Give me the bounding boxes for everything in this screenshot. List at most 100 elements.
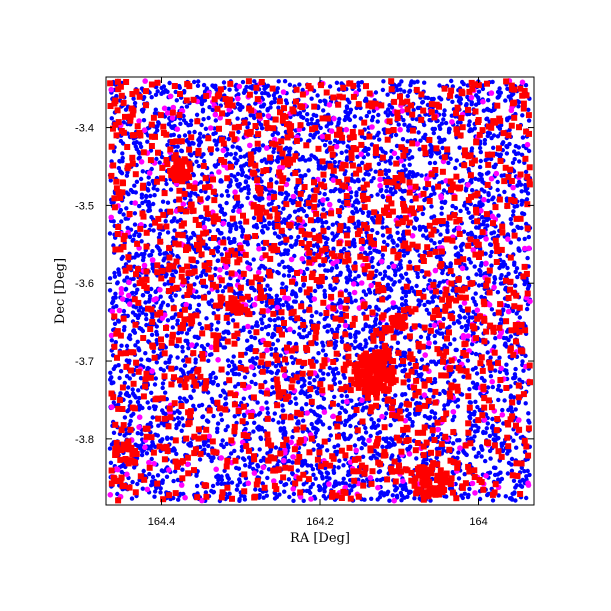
blue-point (507, 141, 512, 147)
blue-point (485, 133, 490, 139)
blue-point (304, 488, 309, 494)
blue-point (526, 418, 531, 423)
blue-point (470, 315, 475, 320)
blue-point (470, 367, 476, 372)
blue-point (444, 265, 449, 270)
blue-point (503, 341, 508, 346)
blue-point (468, 178, 474, 183)
blue-point (349, 488, 354, 493)
blue-point (176, 497, 181, 502)
blue-point (407, 156, 412, 161)
blue-point (139, 252, 144, 257)
blue-point (191, 388, 196, 393)
blue-point (310, 482, 315, 487)
blue-point (250, 356, 255, 361)
blue-point (243, 351, 248, 356)
blue-point (223, 285, 228, 290)
blue-point (420, 99, 426, 105)
blue-point (481, 108, 486, 113)
blue-point (367, 290, 372, 295)
blue-point (347, 483, 352, 488)
blue-point (274, 180, 279, 185)
blue-point (132, 183, 137, 188)
blue-point (118, 207, 124, 213)
blue-point (375, 431, 380, 436)
blue-point (453, 252, 459, 258)
blue-point (307, 157, 313, 162)
blue-point (363, 425, 368, 431)
blue-point (232, 205, 237, 210)
blue-point (403, 298, 408, 304)
blue-point (165, 435, 170, 440)
blue-point (443, 120, 449, 126)
blue-point (403, 392, 408, 397)
blue-point (470, 214, 475, 219)
blue-point (245, 184, 251, 189)
blue-point (421, 287, 427, 293)
blue-point (477, 164, 483, 170)
blue-point (493, 336, 498, 341)
blue-point (267, 317, 272, 322)
blue-point (462, 203, 467, 208)
blue-point (314, 113, 319, 119)
blue-point (220, 388, 226, 393)
blue-point (459, 248, 464, 253)
blue-point (259, 126, 265, 131)
blue-point (132, 222, 138, 227)
blue-point (488, 374, 494, 379)
blue-point (450, 84, 455, 89)
blue-point (406, 128, 411, 133)
blue-point (251, 257, 256, 262)
blue-point (177, 383, 183, 388)
blue-point (186, 346, 191, 351)
blue-point (502, 189, 507, 195)
blue-point (512, 262, 517, 267)
blue-point (499, 441, 504, 446)
blue-point (275, 234, 281, 239)
blue-point (190, 140, 195, 146)
blue-point (394, 493, 400, 498)
blue-point (191, 403, 196, 408)
blue-point (429, 215, 434, 220)
blue-point (281, 302, 286, 308)
blue-point (184, 331, 190, 336)
blue-point (495, 187, 500, 193)
blue-point (407, 361, 412, 366)
blue-point (238, 188, 244, 193)
blue-point (503, 98, 508, 103)
blue-point (268, 177, 274, 182)
blue-point (376, 112, 381, 118)
blue-point (226, 136, 231, 142)
blue-point (297, 82, 302, 87)
blue-point (310, 227, 316, 233)
blue-point (252, 372, 257, 378)
blue-point (508, 217, 513, 222)
blue-point (409, 80, 414, 85)
blue-point (523, 401, 528, 406)
blue-point (112, 274, 118, 279)
blue-point (363, 96, 369, 102)
blue-point (215, 421, 221, 426)
blue-point (470, 188, 475, 193)
blue-point (221, 80, 227, 85)
blue-point (227, 183, 232, 188)
blue-point (250, 285, 255, 291)
blue-point (265, 406, 270, 411)
blue-point (325, 471, 331, 476)
blue-point (405, 93, 410, 99)
blue-point (274, 297, 279, 302)
blue-point (425, 415, 431, 420)
blue-point (201, 117, 206, 122)
blue-point (281, 273, 287, 278)
blue-point (170, 124, 175, 129)
blue-point (509, 221, 514, 226)
blue-point (309, 313, 315, 319)
blue-point (108, 178, 114, 183)
blue-point (252, 115, 257, 121)
blue-point (226, 193, 231, 198)
blue-point (349, 398, 354, 403)
blue-point (374, 477, 380, 483)
blue-point (192, 129, 197, 135)
blue-point (324, 240, 329, 246)
blue-point (202, 159, 207, 164)
